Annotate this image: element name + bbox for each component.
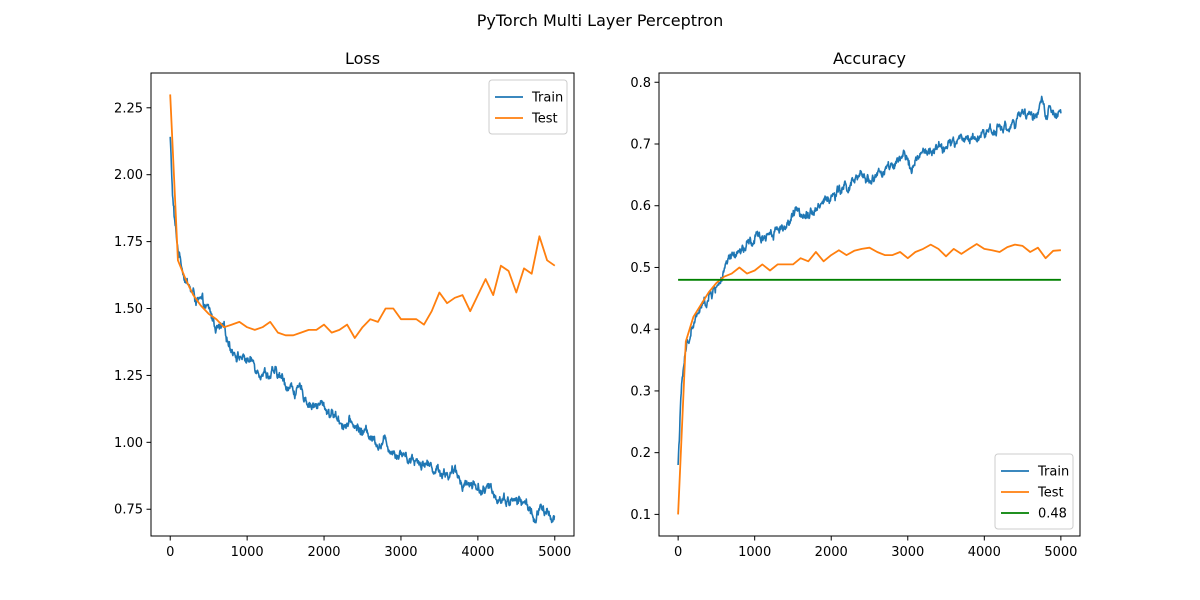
accuracy-legend: Train Test 0.48 [994,453,1074,530]
accuracy-legend-label-test: Test [1037,486,1064,501]
accuracy-series-train-line [677,95,1062,466]
accuracy-series-group [677,95,1062,515]
loss-series-group [169,94,556,524]
accuracy-y-tick-label: 0.1 [630,508,651,523]
loss-axes-frame [150,72,575,537]
loss-legend: Train Test [488,79,568,135]
accuracy-x-tick-label: 0 [674,545,682,560]
figure-suptitle: PyTorch Multi Layer Perceptron [477,11,723,30]
accuracy-x-tick-label: 4000 [968,545,1001,560]
accuracy-axes-title: Accuracy [833,49,906,68]
accuracy-y-tick-label: 0.3 [630,384,651,399]
accuracy-axes-frame [658,72,1081,537]
loss-x-tick-label: 1000 [231,545,264,560]
accuracy-x-tick-label: 2000 [815,545,848,560]
loss-y-tick-label: 1.00 [114,436,143,451]
accuracy-y-tick-label: 0.5 [630,261,651,276]
accuracy-legend-label-0-48: 0.48 [1038,507,1067,522]
loss-series-train-line [169,136,556,524]
loss-x-tick-label: 2000 [307,545,340,560]
loss-x-tick-label: 4000 [461,545,494,560]
loss-legend-label-train: Train [531,91,563,106]
accuracy-y-tick-label: 0.4 [630,323,651,338]
accuracy-x-tick-label: 3000 [891,545,924,560]
loss-y-tick-label: 2.00 [114,168,143,183]
accuracy-y-tick-label: 0.8 [630,76,651,91]
loss-y-tick-label: 2.25 [114,101,143,116]
loss-x-tick-label: 0 [166,545,174,560]
loss-y-tick-label: 0.75 [114,503,143,518]
loss-series-test-line [169,94,556,339]
accuracy-legend-label-train: Train [1037,465,1069,480]
accuracy-y-tick-label: 0.2 [630,446,651,461]
loss-axes-title: Loss [345,49,380,68]
accuracy-legend-box [994,453,1074,530]
loss-legend-label-test: Test [531,112,558,127]
loss-y-tick-label: 1.75 [114,235,143,250]
accuracy-series-test-line [677,243,1061,515]
accuracy-axes: 0 1000 2000 3000 4000 5000 0.1 0.2 0.3 0.4 0.5 0.6 0… [630,49,1081,560]
accuracy-y-tick-label: 0.6 [630,199,651,214]
accuracy-x-tick-label: 5000 [1044,545,1077,560]
loss-y-tick-label: 1.25 [114,369,143,384]
loss-x-tick-label: 3000 [384,545,417,560]
loss-x-tick-label: 5000 [538,545,571,560]
loss-y-tick-label: 1.50 [114,302,143,317]
loss-legend-box [488,79,568,135]
accuracy-x-tick-label: 1000 [738,545,771,560]
loss-axes: 0 1000 2000 3000 4000 5000 0.75 1.00 1.25 1.50 1.7… [114,49,575,560]
accuracy-y-tick-label: 0.7 [630,137,651,152]
